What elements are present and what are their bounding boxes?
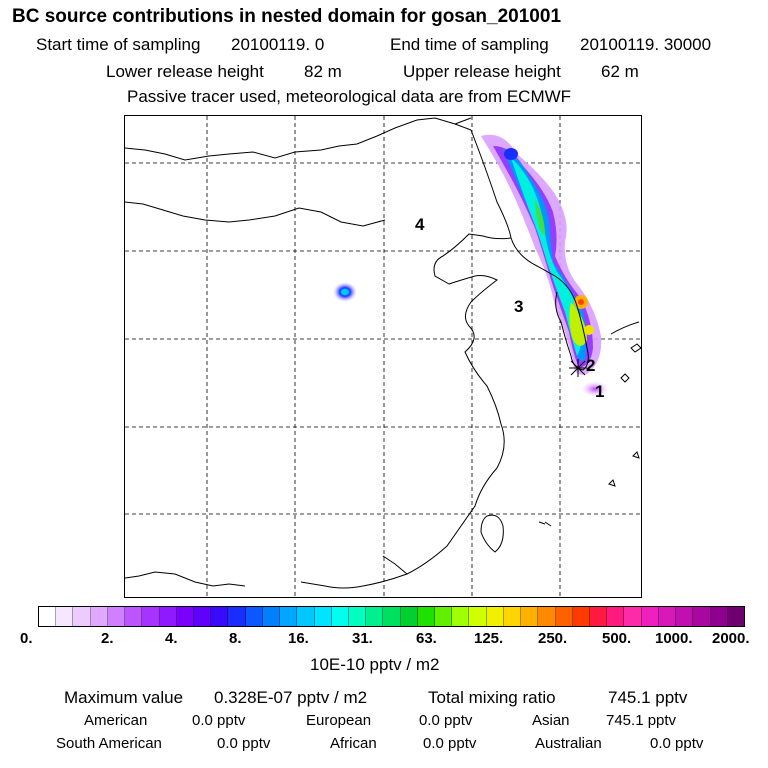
lower-release-value: 82 m [304,62,342,81]
colorbar-tick-0: 0. [20,630,33,647]
colorbar-tick-11: 2000. [712,630,750,647]
colorbar-swatch [555,607,573,626]
colorbar-tick-2: 4. [165,630,178,647]
colorbar-swatch [193,607,212,626]
colorbar-swatch [590,607,608,626]
end-time-value: 20100119. 30000 [580,35,712,54]
source-name-australian: Australian [535,735,602,752]
colorbar-swatch [538,607,556,626]
colorbar-swatch [486,607,504,626]
colorbar-swatch [624,607,642,626]
source-name-asian: Asian [532,712,570,729]
colorbar-swatch [676,607,694,626]
colorbar-swatch [297,607,315,626]
colorbar-swatch [159,607,177,626]
colorbar-swatch [211,607,229,626]
colorbar-swatch [107,607,126,626]
source-value-south-american: 0.0 pptv [217,735,271,752]
colorbar-swatch [142,607,160,626]
colorbar-swatch [125,607,143,626]
upper-release-label: Upper release height [403,62,561,81]
colorbar-tick-10: 1000. [655,630,693,647]
figure-title: BC source contributions in nested domain… [12,6,562,27]
colorbar-swatch [400,607,418,626]
lower-release-label: Lower release height [106,62,264,81]
region-label-4: 4 [415,215,425,234]
colorbar-swatch [348,607,367,626]
colorbar-swatch [245,607,263,626]
colorbar-swatch [417,607,436,626]
source-name-south-american: South American [56,735,162,752]
end-time-label: End time of sampling [390,35,549,54]
colorbar-tick-3: 8. [229,630,242,647]
map-panel: 1 2 3 4 [124,115,642,598]
source-name-american: American [84,712,148,729]
colorbar-swatch [228,607,246,626]
source-name-european: European [306,712,372,729]
colorbar-tick-7: 125. [474,630,504,647]
colorbar-tick-6: 63. [416,630,437,647]
source-value-european: 0.0 pptv [419,712,473,729]
source-value-australian: 0.0 pptv [650,735,704,752]
source-value-african: 0.0 pptv [423,735,477,752]
colorbar-swatch [176,607,194,626]
region-label-1: 1 [595,382,604,401]
colorbar-swatch [469,607,487,626]
colorbar-swatch [658,607,677,626]
colorbar-tick-1: 2. [101,630,114,647]
max-value: 0.328E-07 pptv / m2 [214,688,368,707]
colorbar-swatch [503,607,522,626]
receptor-marker [569,359,587,377]
lat-lon-grid [125,116,641,597]
colorbar-swatch [607,607,625,626]
start-time-label: Start time of sampling [36,35,201,54]
colorbar-tick-4: 16. [288,630,309,647]
colorbar-swatch [314,607,332,626]
source-value-asian: 745.1 pptv [606,712,677,729]
colorbar-tick-8: 250. [538,630,568,647]
source-name-african: African [330,735,377,752]
colorbar-tick-5: 31. [352,630,373,647]
colorbar [38,606,745,627]
colorbar-swatch [710,607,728,626]
colorbar-swatch [331,607,349,626]
start-time-value: 20100119. 0 [231,35,325,54]
max-value-label: Maximum value [64,688,184,707]
colorbar-swatch [366,607,384,626]
colorbar-swatch [39,607,57,626]
colorbar-swatch [693,607,711,626]
total-mixing-label: Total mixing ratio [428,688,556,707]
total-mixing-value: 745.1 pptv [608,688,688,707]
region-label-3: 3 [514,297,523,316]
colorbar-swatch [90,607,108,626]
upper-release-value: 62 m [601,62,639,81]
colorbar-swatch [572,607,590,626]
colorbar-swatch [262,607,281,626]
region-label-2: 2 [586,356,595,375]
source-value-american: 0.0 pptv [192,712,246,729]
concentration-plume [333,134,609,397]
colorbar-swatch [56,607,74,626]
colorbar-swatch [521,607,539,626]
colorbar-swatch [641,607,659,626]
colorbar-tick-9: 500. [602,630,632,647]
colorbar-swatch [280,607,298,626]
colorbar-swatch [73,607,91,626]
colorbar-swatch [435,607,453,626]
coastlines [125,117,641,589]
colorbar-swatch [727,607,744,626]
colorbar-swatch [383,607,401,626]
map-svg: 1 2 3 4 [125,116,641,597]
colorbar-swatch [452,607,470,626]
colorbar-unit-label: 10E-10 pptv / m2 [310,655,440,674]
tracer-note: Passive tracer used, meteorological data… [127,87,572,106]
